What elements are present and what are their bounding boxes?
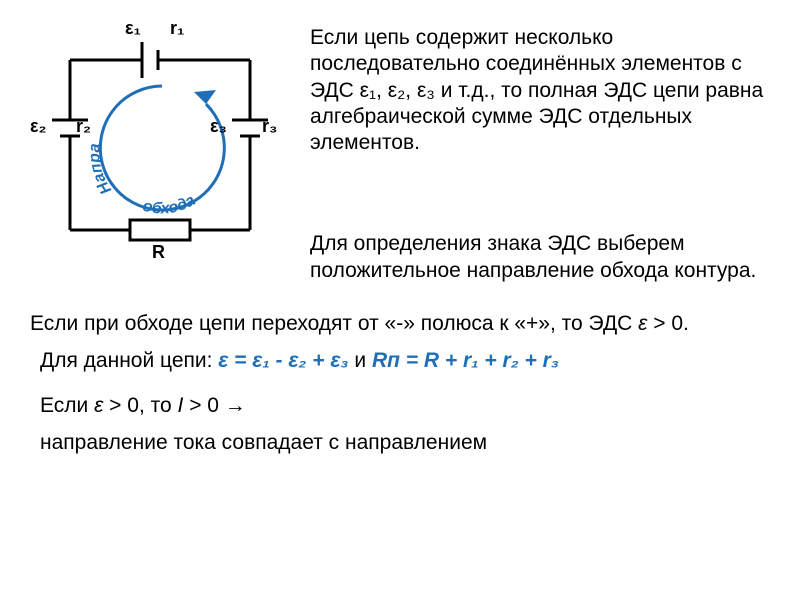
- p3-a: Если при обходе цепи переходят от «-» по…: [30, 312, 638, 335]
- p4-b: и: [349, 349, 372, 372]
- circle-text-bottom: обхода: [141, 192, 198, 218]
- circuit-diagram: Направление обхода ε₁ r₁ ε₂ r₂ ε₃ r₃ R: [30, 20, 290, 270]
- p6-text: направление тока совпадает с направление…: [40, 431, 487, 454]
- svg-text:Направление: Направление: [30, 20, 115, 197]
- circle-text-top: Направление: [30, 20, 115, 197]
- p4-eq2: Rп = R + r₁ + r₂ + r₃: [372, 349, 559, 372]
- label-r2: r₂: [76, 116, 91, 137]
- p3-b: > 0.: [647, 312, 688, 335]
- p5-a: Если: [40, 394, 94, 417]
- paragraph-6: направление тока совпадает с направление…: [40, 429, 770, 456]
- p5-eps: ε: [94, 394, 103, 417]
- label-e2: ε₂: [30, 116, 47, 137]
- p1-e3: ε₃: [417, 79, 435, 102]
- p1-e1: ε₁: [360, 79, 376, 102]
- paragraph-5: Если ε > 0, то I > 0 →: [40, 392, 770, 419]
- label-e1: ε₁: [125, 18, 141, 39]
- p1-e2: ε₂: [388, 79, 406, 102]
- label-r3: r₃: [262, 116, 277, 137]
- svg-text:обхода: обхода: [141, 192, 198, 218]
- p4-a: Для данной цепи:: [40, 349, 218, 372]
- label-r1: r₁: [170, 18, 184, 39]
- label-e3: ε₃: [210, 116, 227, 137]
- circuit-svg: Направление обхода: [30, 20, 290, 270]
- p4-eq1: ε = ε₁ - ε₂ + ε₃: [218, 349, 348, 372]
- paragraph-3: Если при обходе цепи переходят от «-» по…: [30, 310, 770, 337]
- p5-c: > 0 →: [183, 394, 245, 417]
- p1-b: ,: [376, 79, 388, 102]
- paragraph-4: Для данной цепи: ε = ε₁ - ε₂ + ε₃ и Rп =…: [40, 347, 770, 374]
- p5-b: > 0, то: [103, 394, 177, 417]
- p1-c: ,: [405, 79, 417, 102]
- label-R: R: [152, 242, 165, 263]
